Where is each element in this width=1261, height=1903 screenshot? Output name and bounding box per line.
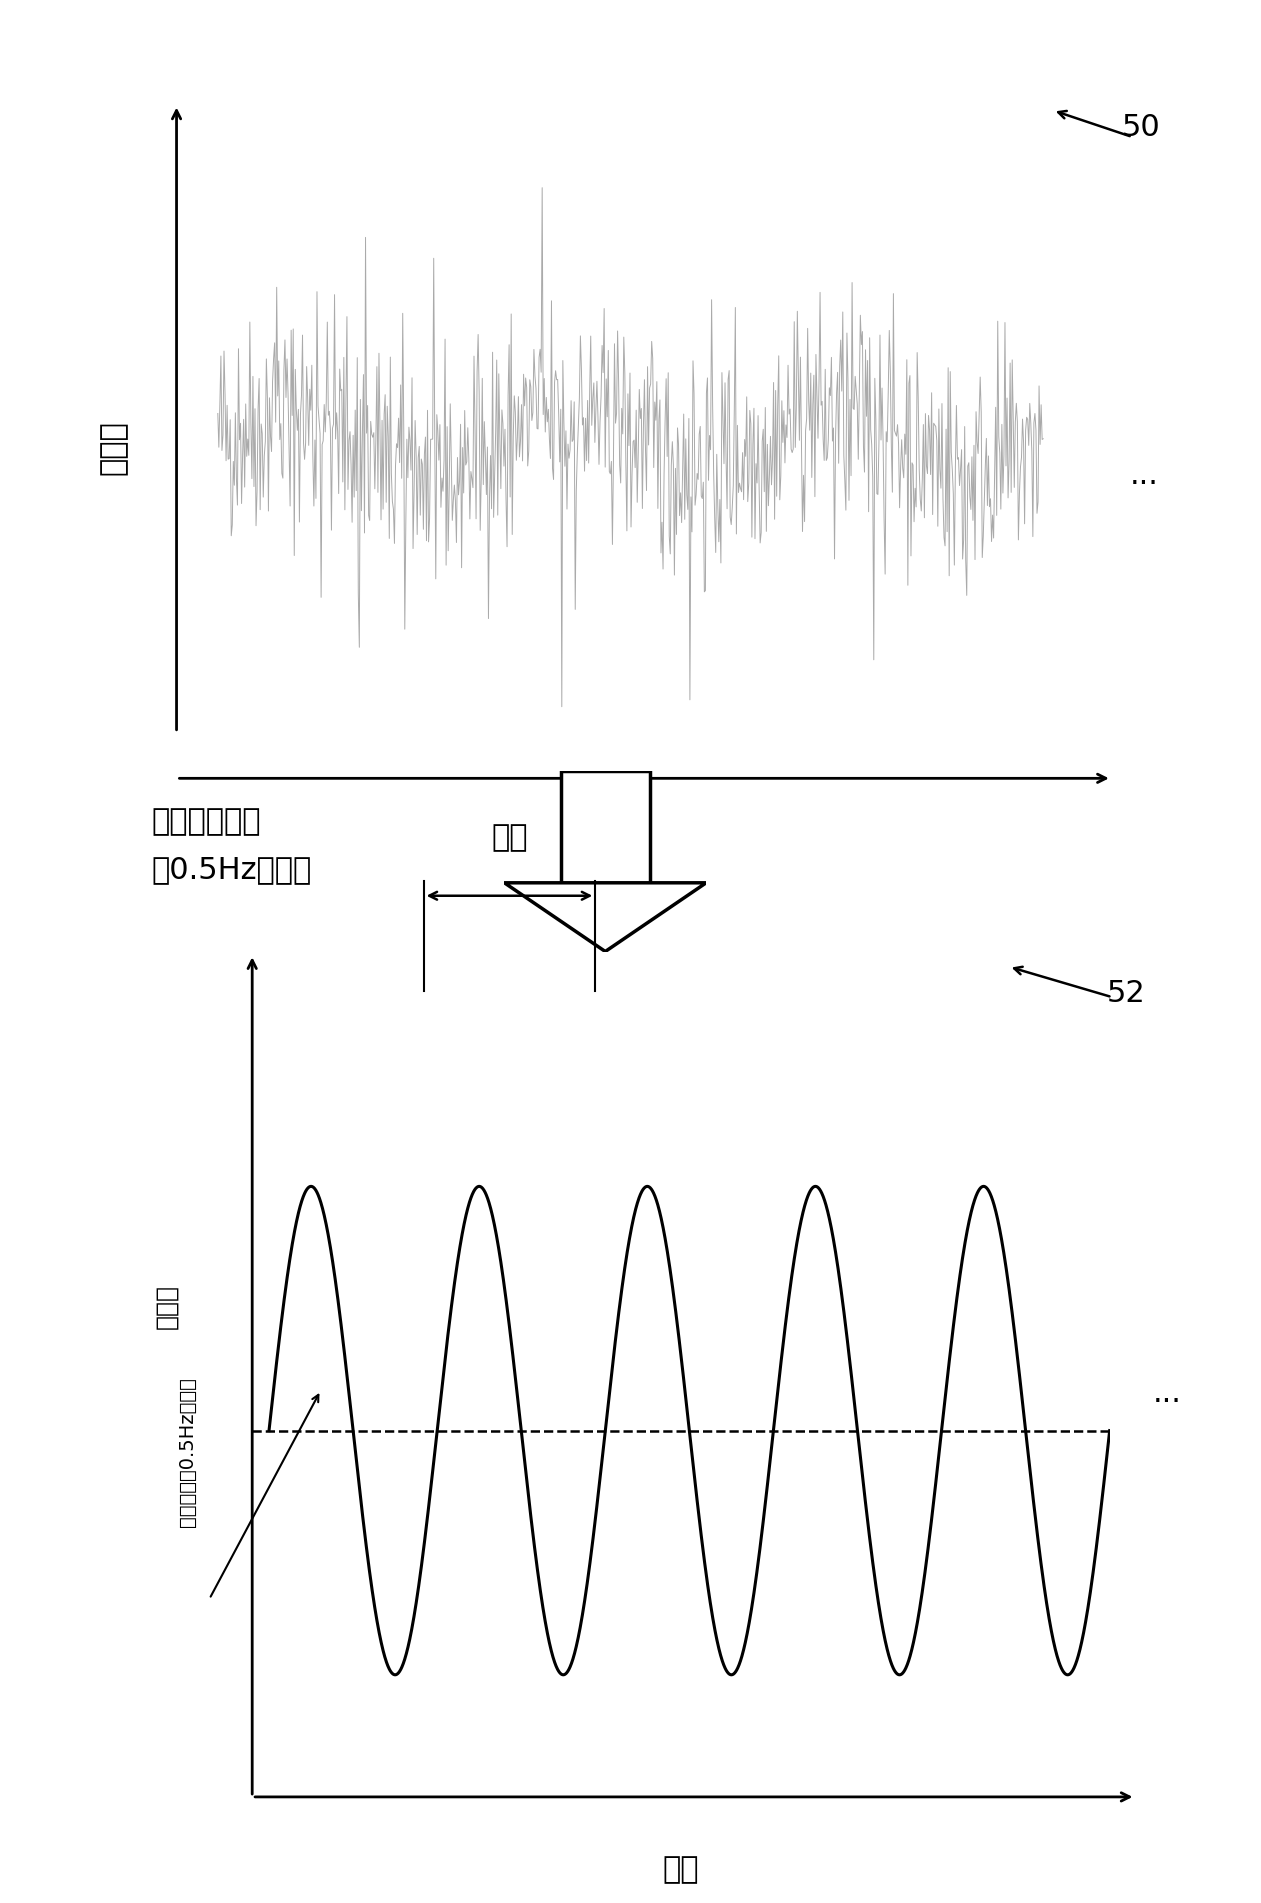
- Text: 50: 50: [1122, 112, 1160, 143]
- Text: 52: 52: [1107, 978, 1145, 1009]
- Text: 电阻值: 电阻值: [98, 421, 127, 474]
- Text: 提取动作频率: 提取动作频率: [151, 807, 261, 837]
- Text: ...: ...: [1130, 461, 1159, 491]
- Text: ...: ...: [1153, 1380, 1182, 1408]
- Text: 区间: 区间: [492, 822, 527, 853]
- Text: 时间: 时间: [613, 858, 648, 887]
- Text: （0.5Hz）成分: （0.5Hz）成分: [151, 854, 311, 885]
- Text: （动作频率0.5Hz成分）: （动作频率0.5Hz成分）: [178, 1378, 198, 1528]
- Text: 时间: 时间: [663, 1855, 699, 1884]
- Text: 电阻值: 电阻值: [154, 1283, 179, 1328]
- Polygon shape: [504, 883, 706, 952]
- Polygon shape: [561, 771, 649, 883]
